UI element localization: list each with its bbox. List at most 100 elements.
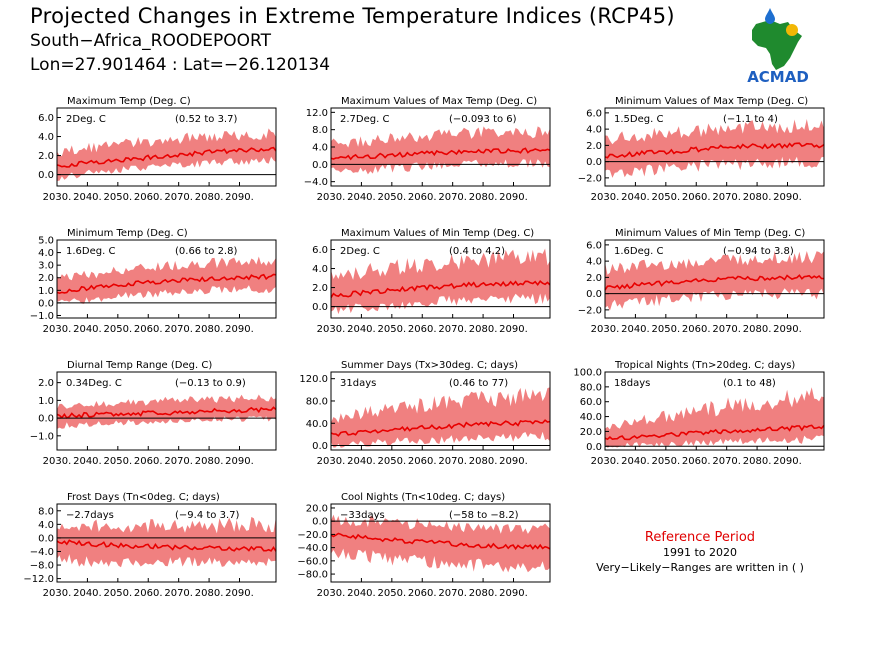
y-tick-label: 4.0	[38, 132, 54, 143]
y-tick-label: 6.0	[586, 240, 602, 251]
x-tick-label: 2070.	[164, 192, 193, 203]
x-tick-label: 2030.	[591, 324, 620, 335]
x-tick-label: 2040.	[621, 456, 650, 467]
x-tick-label: 2040.	[347, 588, 376, 599]
x-tick-label: 2030.	[317, 192, 346, 203]
page-title: Projected Changes in Extreme Temperature…	[30, 4, 675, 28]
y-tick-label: 0.0	[312, 441, 328, 452]
sun-icon	[786, 24, 798, 36]
x-tick-label: 2060.	[134, 324, 163, 335]
coordinates-label: Lon=27.901464 : Lat=−26.120134	[30, 55, 331, 75]
x-tick-label: 2080.	[743, 324, 772, 335]
y-tick-label: 2.0	[586, 273, 602, 284]
y-tick-label: 4.0	[586, 125, 602, 136]
chart-title: Minimum Values of Max Temp (Deg. C)	[615, 96, 808, 107]
reference-period-box: Reference Period 1991 to 2020 Very−Likel…	[570, 530, 830, 575]
change-label: −2.7days	[66, 510, 114, 521]
x-tick-label: 2090.	[773, 456, 802, 467]
y-tick-label: 0.0	[38, 170, 54, 181]
x-tick-label: 2040.	[73, 192, 102, 203]
x-tick-label: 2070.	[712, 192, 741, 203]
y-tick-label: 6.0	[38, 113, 54, 124]
ensemble-mean-line	[56, 406, 277, 419]
x-tick-label: 2090.	[225, 456, 254, 467]
plot-frame	[604, 107, 825, 187]
water-drop-icon	[765, 8, 775, 24]
y-tick-label: 1.0	[38, 286, 54, 297]
chart-title: Diurnal Temp Range (Deg. C)	[67, 360, 212, 371]
x-tick-label: 2060.	[682, 324, 711, 335]
y-tick-label: 8.0	[312, 125, 328, 136]
change-label: 18days	[614, 378, 650, 389]
x-tick-label: 2080.	[469, 192, 498, 203]
ensemble-mean-line	[330, 419, 551, 437]
chart-panel: 5.04.0 3.02.0 1.00.0 −1.0 2030. 2040. 2050. 206…	[30, 228, 277, 335]
x-tick-label: 2080.	[195, 192, 224, 203]
chart-title: Maximum Temp (Deg. C)	[67, 96, 191, 107]
x-tick-label: 2050.	[378, 324, 407, 335]
x-tick-label: 2060.	[682, 192, 711, 203]
uncertainty-band	[331, 126, 550, 175]
range-label: (−0.94 to 3.8)	[723, 246, 794, 257]
y-tick-label: −40.0	[297, 543, 328, 554]
uncertainty-band	[331, 248, 550, 315]
x-tick-label: 2070.	[164, 456, 193, 467]
x-tick-label: 2070.	[164, 588, 193, 599]
reference-period-years: 1991 to 2020	[662, 546, 738, 559]
y-tick-label: 2.0	[38, 151, 54, 162]
x-tick-label: 2050.	[104, 192, 133, 203]
x-tick-label: 2030.	[317, 456, 346, 467]
ensemble-mean-line	[604, 424, 825, 441]
ensemble-mean-line	[604, 142, 825, 159]
y-tick-label: −20.0	[297, 530, 328, 541]
y-tick-label: 20.0	[306, 503, 328, 514]
y-tick-label: 80.0	[580, 382, 602, 393]
reference-period-note: Very−Likely−Ranges are written in ( )	[596, 561, 804, 574]
x-tick-label: 2040.	[73, 324, 102, 335]
y-tick-label: 0.0	[586, 289, 602, 300]
x-tick-label: 2070.	[164, 324, 193, 335]
y-tick-label: 2.0	[38, 378, 54, 389]
y-tick-label: −12.0	[23, 574, 54, 585]
x-tick-label: 2080.	[195, 324, 224, 335]
x-tick-label: 2040.	[347, 192, 376, 203]
y-tick-label: 80.0	[306, 396, 328, 407]
plot-frame	[56, 239, 277, 319]
x-tick-label: 2080.	[195, 456, 224, 467]
x-tick-label: 2060.	[682, 456, 711, 467]
chart-title: Cool Nights (Tn<10deg. C; days)	[341, 492, 505, 503]
x-tick-label: 2070.	[438, 456, 467, 467]
y-tick-label: 0.0	[586, 442, 602, 453]
range-label: (−1.1 to 4)	[723, 114, 778, 125]
x-tick-label: 2090.	[225, 324, 254, 335]
range-label: (−58 to −8.2)	[449, 510, 519, 521]
location-subtitle: South−Africa_ROODEPOORT	[30, 31, 272, 51]
y-tick-label: 0.0	[312, 160, 328, 171]
y-tick-label: 0.0	[38, 414, 54, 425]
chart-title: Maximum Values of Min Temp (Deg. C)	[341, 228, 534, 239]
y-tick-label: 40.0	[306, 419, 328, 430]
x-tick-label: 2030.	[43, 588, 72, 599]
x-tick-label: 2040.	[621, 324, 650, 335]
plot-frame	[56, 503, 277, 583]
x-tick-label: 2040.	[73, 588, 102, 599]
chart-panel: 6.0 4.0 2.0 0.0 2030. 2040. 2050. 2060. 2070. 208…	[38, 96, 277, 203]
chart-panel: 20.0 0.0 −20.0 −40.0 −60.0 −80.0 2030. 2040. 205…	[297, 492, 551, 599]
chart-title: Tropical Nights (Tn>20deg. C; days)	[614, 360, 795, 371]
y-tick-label: 4.0	[38, 520, 54, 531]
range-label: (−9.4 to 3.7)	[175, 510, 239, 521]
uncertainty-band	[605, 119, 824, 178]
x-tick-label: 2060.	[134, 588, 163, 599]
x-tick-label: 2080.	[195, 588, 224, 599]
y-tick-label: 4.0	[312, 143, 328, 154]
change-label: 2Deg. C	[340, 246, 380, 257]
x-tick-label: 2080.	[469, 456, 498, 467]
range-label: (0.52 to 3.7)	[175, 114, 237, 125]
y-tick-label: 0.0	[38, 298, 54, 309]
y-tick-label: 4.0	[586, 257, 602, 268]
x-tick-label: 2070.	[712, 456, 741, 467]
y-tick-label: 2.0	[312, 283, 328, 294]
range-label: (−0.13 to 0.9)	[175, 378, 246, 389]
